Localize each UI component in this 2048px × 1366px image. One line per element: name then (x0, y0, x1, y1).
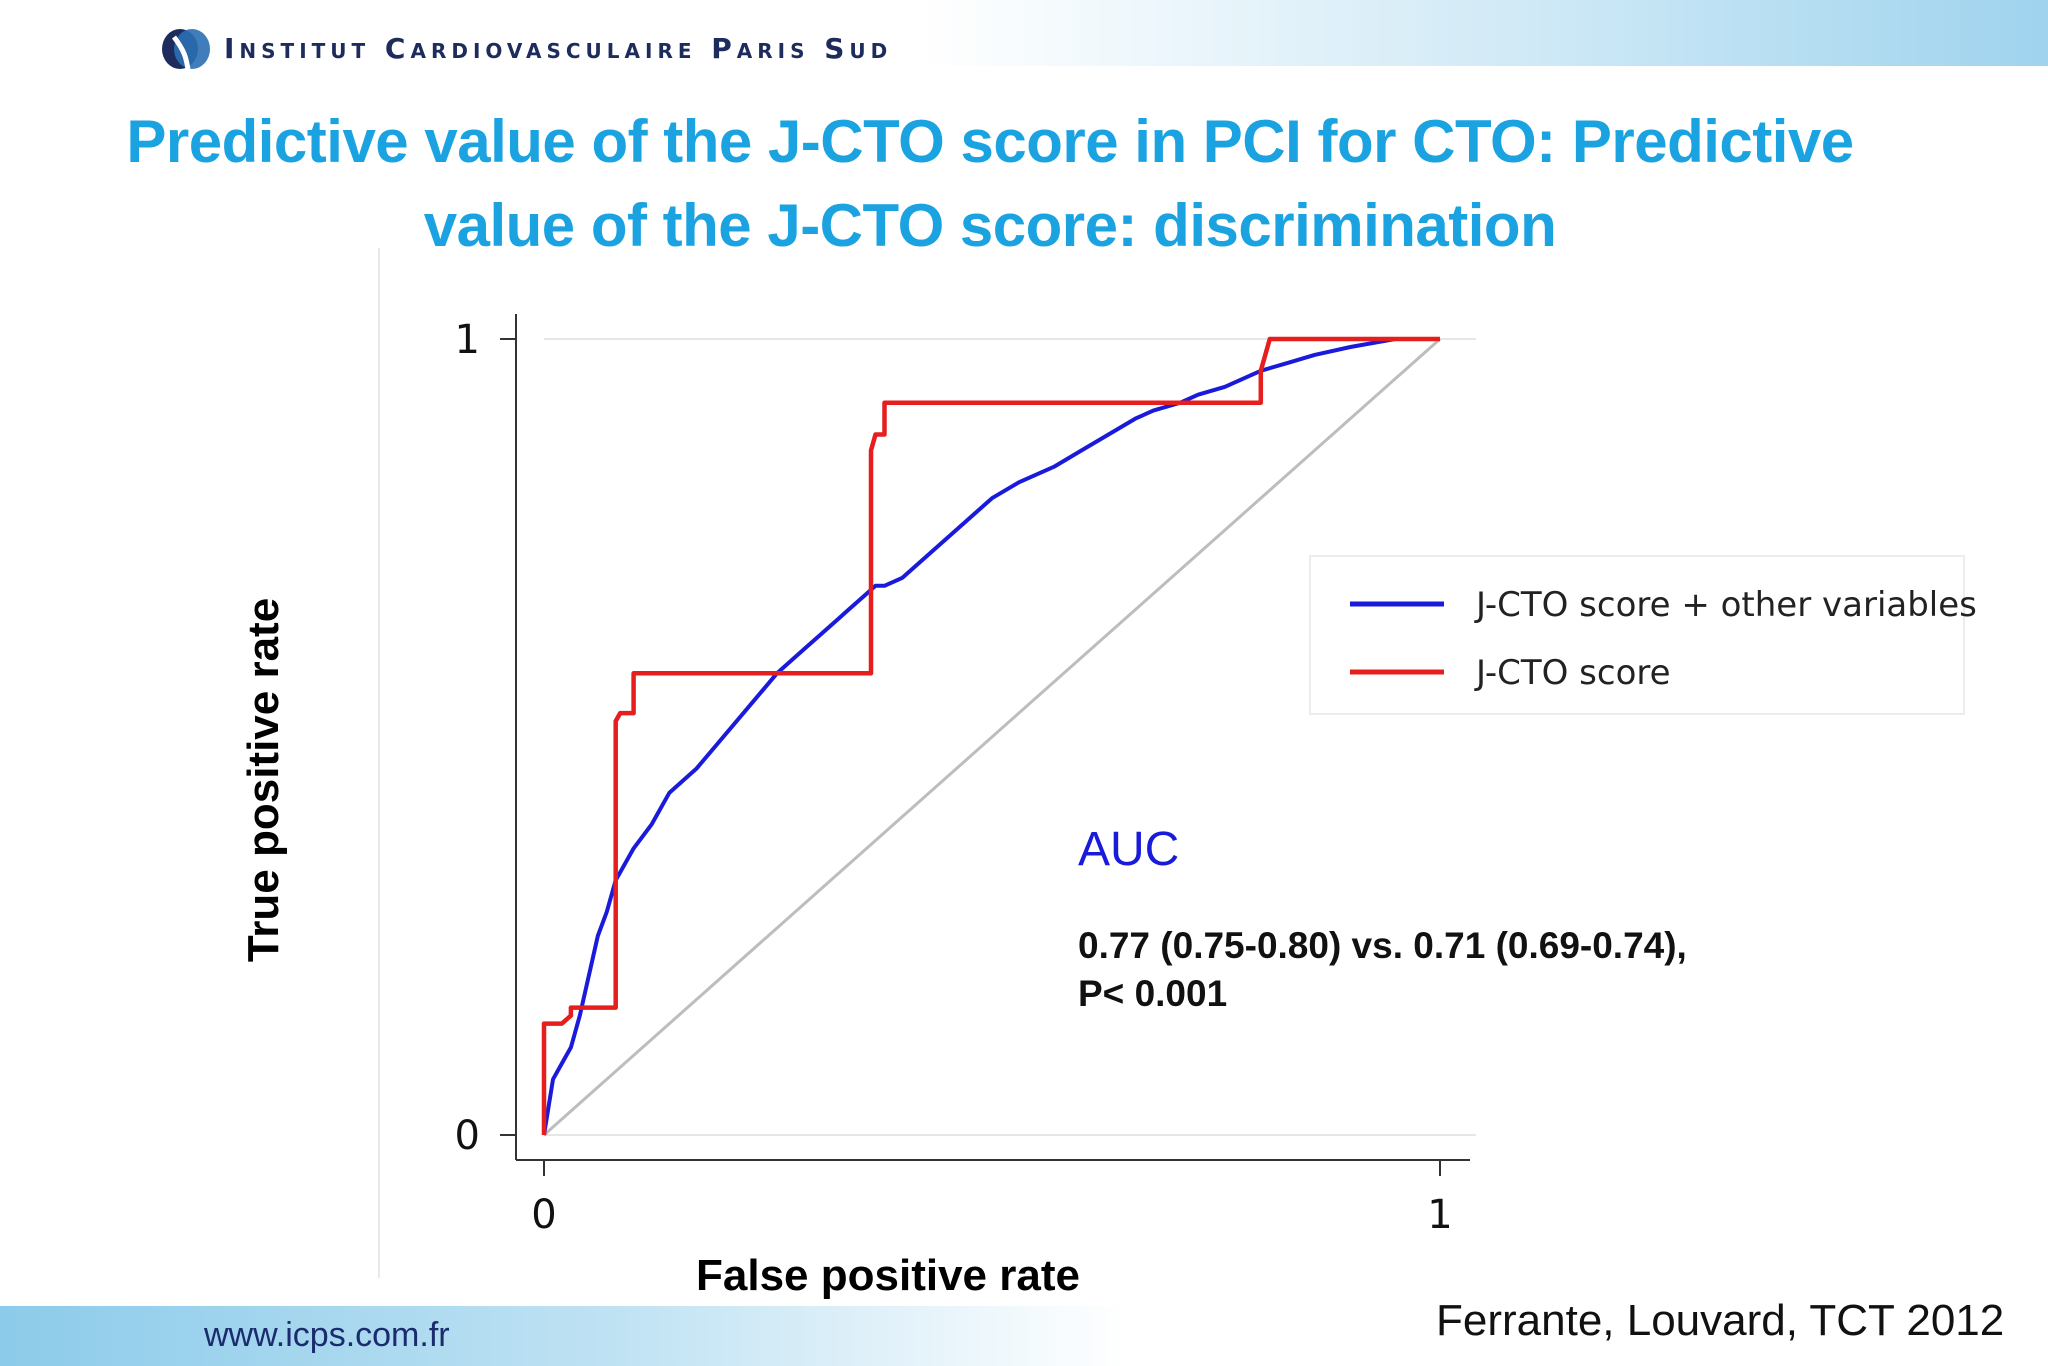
heart-logo-icon (162, 29, 210, 70)
auc-comparison: 0.77 (0.75-0.80) vs. 0.71 (0.69-0.74), (1078, 925, 1687, 966)
x-axis-title: False positive rate (696, 1251, 1080, 1300)
chart-series (541, 336, 1441, 1137)
y-tick-label: 1 (455, 317, 480, 363)
auc-value: 0.77 (0.75-0.80) vs. 0.71 (0.69-0.74), P… (1078, 922, 1838, 1018)
footer-band (0, 1306, 2048, 1366)
slide-title: Predictive value of the J-CTO score in P… (126, 108, 1854, 259)
legend-box (1309, 555, 1965, 715)
auc-label: AUC (1078, 823, 1180, 876)
chance-diagonal-line (543, 337, 1441, 1137)
header-logo: Institut Cardiovasculaire Paris Sud (158, 18, 892, 78)
auc-p-value: P< 0.001 (1078, 973, 1228, 1014)
x-tick-label: 0 (531, 1192, 556, 1238)
legend-label: J-CTO score + other variables (1474, 585, 1977, 625)
y-tick-label: 0 (455, 1113, 480, 1159)
citation: Ferrante, Louvard, TCT 2012 (1436, 1296, 2005, 1345)
chart-legend: J-CTO score + other variables J-CTO score (1309, 555, 1977, 715)
x-tick-label: 1 (1427, 1192, 1452, 1238)
website-link[interactable]: www.icps.com.fr (204, 1316, 450, 1354)
header-band (0, 0, 2048, 66)
institute-name: Institut Cardiovasculaire Paris Sud (224, 31, 893, 65)
legend-label: J-CTO score (1474, 653, 1671, 693)
panel-divider (378, 248, 380, 1278)
y-axis-title: True positive rate (239, 598, 288, 962)
roc-line-jcto-score (541, 336, 1440, 1135)
chart-axes: 0 1 0 1 False positive rate True positive rat… (239, 314, 1476, 1300)
